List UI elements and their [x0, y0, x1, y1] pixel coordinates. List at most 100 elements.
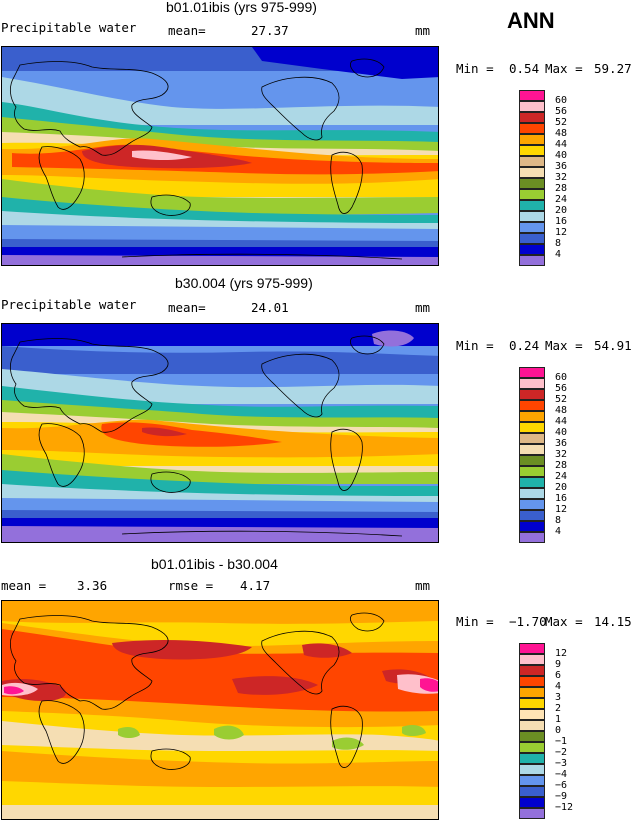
panel-3-contour-field	[2, 601, 438, 819]
legend-swatch	[519, 477, 545, 488]
legend-level-label: 60	[555, 372, 568, 383]
legend-level-label: 24	[555, 471, 568, 482]
legend-level-label: 16	[555, 493, 568, 504]
panel-3-title: b01.01ibis - b30.004	[151, 556, 278, 572]
legend-swatch	[519, 134, 545, 145]
legend-level-label: 2	[555, 703, 562, 714]
panel-1-title: b01.01ibis (yrs 975-999)	[166, 0, 317, 15]
legend-level-label: 28	[555, 183, 568, 194]
panel-1-min-value: 0.54	[509, 61, 540, 76]
legend-level-label: −1	[555, 736, 568, 747]
legend-swatch	[519, 665, 545, 676]
panel-3-min-label: Min =	[456, 614, 494, 629]
panel-3-min-value: −1.70	[509, 614, 547, 629]
panel-2-title: b30.004 (yrs 975-999)	[175, 275, 313, 291]
legend-swatch	[519, 101, 545, 112]
legend-swatch	[519, 400, 545, 411]
panel-1-contour-field	[2, 47, 438, 265]
legend-level-label: 52	[555, 394, 568, 405]
panel-3-map	[1, 600, 439, 820]
legend-level-label: −3	[555, 758, 568, 769]
panel-3-max-value: 14.15	[594, 614, 632, 629]
panel-2-max-value: 54.91	[594, 338, 632, 353]
legend-swatch	[519, 676, 545, 687]
legend-level-label: 8	[555, 515, 562, 526]
panel-3-units: mm	[415, 578, 431, 593]
legend-swatch	[519, 742, 545, 753]
panel-1-min-label: Min =	[456, 61, 494, 76]
legend-level-label: 36	[555, 438, 568, 449]
legend-swatch	[519, 211, 545, 222]
legend-level-label: 44	[555, 416, 568, 427]
legend-swatch	[519, 808, 545, 819]
legend-level-label: 4	[555, 526, 562, 537]
legend-swatch	[519, 753, 545, 764]
legend-swatch	[519, 145, 545, 156]
legend-level-label: 28	[555, 460, 568, 471]
panel-3-mean-label: mean =	[1, 578, 47, 593]
legend-swatch	[519, 444, 545, 455]
panel-1-mean-label: mean=	[168, 23, 206, 38]
legend-level-label: 9	[555, 659, 562, 670]
legend-swatch	[519, 532, 545, 543]
legend-level-label: 0	[555, 725, 562, 736]
legend-level-label: 24	[555, 194, 568, 205]
legend-swatch	[519, 167, 545, 178]
legend-level-label: −2	[555, 747, 568, 758]
panel-1-max-value: 59.27	[594, 61, 632, 76]
panel-2-mean-value: 24.01	[251, 300, 289, 315]
panel-1-max-label: Max =	[545, 61, 583, 76]
legend-level-label: 20	[555, 482, 568, 493]
panel-3-rmse-value: 4.17	[240, 578, 271, 593]
legend-swatch	[519, 720, 545, 731]
legend-level-label: 3	[555, 692, 562, 703]
legend-level-label: 52	[555, 117, 568, 128]
legend-swatch	[519, 797, 545, 808]
legend-swatch	[519, 764, 545, 775]
legend-swatch	[519, 90, 545, 101]
panel-2-max-label: Max =	[545, 338, 583, 353]
season-label: ANN	[507, 8, 555, 33]
panel-1-map	[1, 46, 439, 266]
legend-level-label: 12	[555, 227, 568, 238]
panel-3-max-label: Max =	[545, 614, 583, 629]
panel-2-min-value: 0.24	[509, 338, 540, 353]
legend-swatch	[519, 709, 545, 720]
legend-level-label: −9	[555, 791, 568, 802]
panel-1-units: mm	[415, 23, 431, 38]
panel-2-map	[1, 323, 439, 543]
legend-level-label: −12	[555, 802, 574, 813]
legend-level-label: 4	[555, 249, 562, 260]
legend-level-label: 32	[555, 172, 568, 183]
panel-2-variable: Precipitable water	[1, 297, 137, 312]
legend-swatch	[519, 687, 545, 698]
legend-swatch	[519, 786, 545, 797]
legend-swatch	[519, 189, 545, 200]
legend-swatch	[519, 222, 545, 233]
legend-level-label: 32	[555, 449, 568, 460]
legend-swatch	[519, 200, 545, 211]
legend-level-label: 12	[555, 504, 568, 515]
legend-swatch	[519, 244, 545, 255]
legend-swatch	[519, 389, 545, 400]
legend-swatch	[519, 255, 545, 266]
legend-swatch	[519, 654, 545, 665]
legend-level-label: 40	[555, 150, 568, 161]
legend-level-label: 12	[555, 648, 568, 659]
legend-swatch	[519, 156, 545, 167]
legend-level-label: 56	[555, 383, 568, 394]
legend-level-label: 36	[555, 161, 568, 172]
legend-swatch	[519, 422, 545, 433]
legend-level-label: 1	[555, 714, 562, 725]
legend-swatch	[519, 233, 545, 244]
panel-1-mean-value: 27.37	[251, 23, 289, 38]
legend-swatch	[519, 367, 545, 378]
legend-level-label: 56	[555, 106, 568, 117]
legend-level-label: 8	[555, 238, 562, 249]
legend-swatch	[519, 643, 545, 654]
legend-level-label: 48	[555, 128, 568, 139]
panel-3-mean-value: 3.36	[77, 578, 108, 593]
panel-3-rmse-label: rmse =	[168, 578, 214, 593]
legend-swatch	[519, 510, 545, 521]
legend-swatch	[519, 521, 545, 532]
